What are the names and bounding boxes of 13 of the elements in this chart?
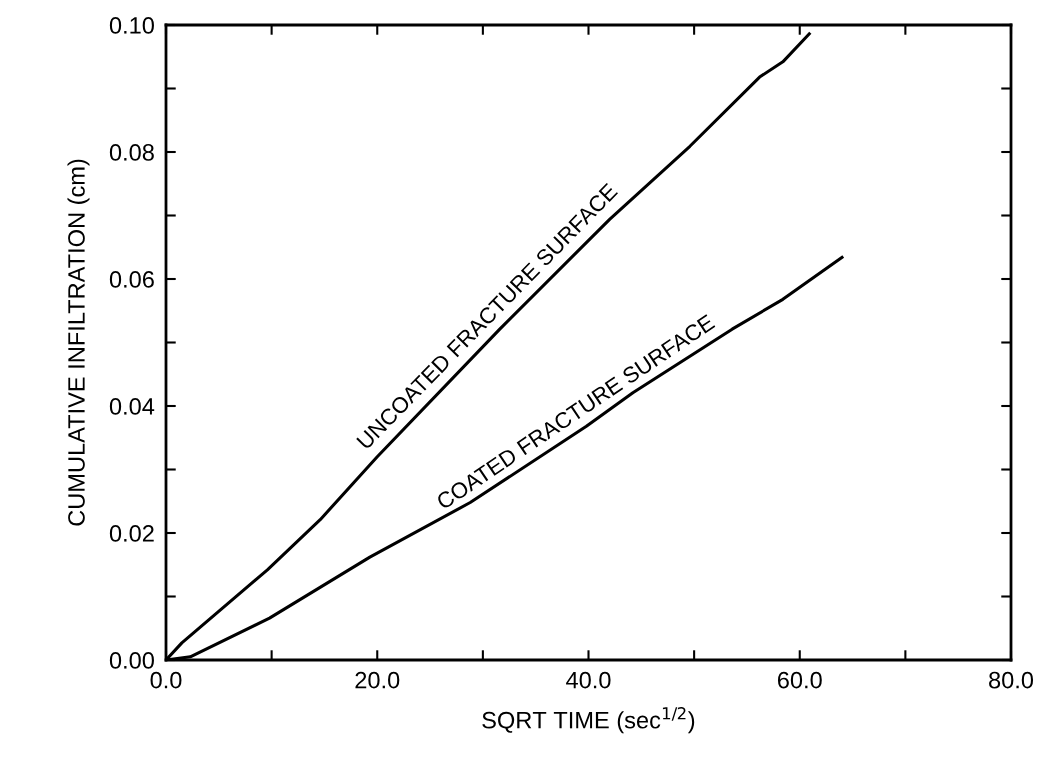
x-tick-label: 60.0 bbox=[777, 671, 822, 689]
y-tick-label: 0.08 bbox=[109, 144, 154, 161]
y-tick-label: 0.06 bbox=[109, 271, 154, 288]
y-axis-title: CUMULATIVE INFILTRATION (cm) bbox=[67, 159, 90, 526]
x-tick-label: 0.0 bbox=[150, 671, 182, 689]
y-tick-label: 0.04 bbox=[109, 398, 155, 415]
x-tick-label: 80.0 bbox=[989, 671, 1034, 689]
y-tick-label: 0.00 bbox=[109, 652, 154, 669]
y-tick-label: 0.10 bbox=[109, 17, 154, 34]
x-axis-title: SQRT TIME (sec$^{1/2}$) bbox=[482, 707, 695, 734]
y-tick-label: 0.02 bbox=[109, 525, 154, 542]
x-tick-label: 40.0 bbox=[566, 671, 611, 689]
x-tick-label: 20.0 bbox=[355, 671, 400, 689]
